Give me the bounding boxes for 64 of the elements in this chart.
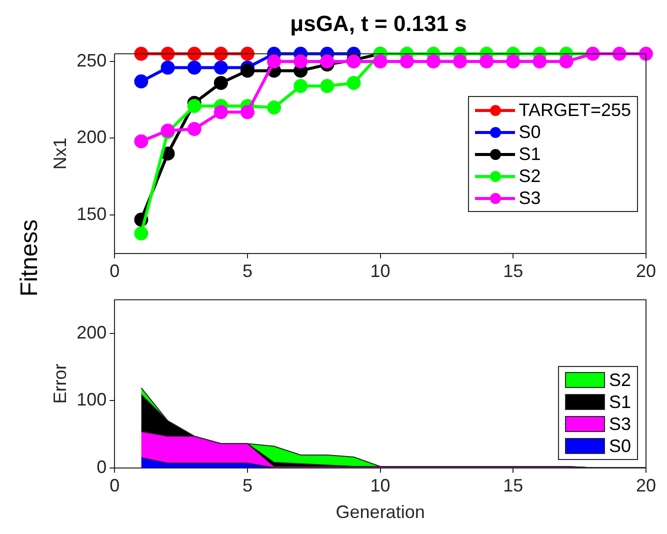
point (134, 134, 148, 148)
point (160, 46, 175, 61)
point (187, 99, 202, 114)
point (373, 54, 388, 68)
x-tick-label: 5 (242, 261, 252, 282)
legend-label: S0 (608, 434, 631, 457)
point (214, 105, 228, 120)
y-axis-title: Nx1 (50, 138, 70, 170)
x-tick-label: 0 (110, 261, 120, 282)
point (214, 76, 228, 90)
point (267, 54, 282, 68)
point (134, 226, 148, 240)
point (240, 46, 254, 61)
y-tick-label: 100 (76, 390, 107, 410)
legend-label: S2 (608, 368, 631, 391)
point (532, 54, 547, 68)
point (294, 79, 308, 94)
point (638, 46, 653, 61)
x-tick-label: 10 (370, 476, 390, 496)
point (480, 54, 494, 68)
x-tick-label: 15 (503, 476, 524, 496)
legend-label: TARGET=255 (518, 98, 631, 121)
chart-title: μsGA, t = 0.131 s (289, 10, 468, 38)
point (612, 46, 626, 61)
point (506, 54, 520, 68)
point (187, 122, 202, 136)
x-tick-label: 5 (242, 476, 252, 496)
x-tick-label: 0 (110, 476, 120, 496)
legend-label: S1 (608, 390, 631, 413)
point (187, 60, 202, 75)
legend-label: S1 (518, 142, 541, 165)
point (294, 54, 308, 68)
x-tick-label: 10 (370, 261, 390, 282)
point (400, 54, 414, 68)
y-axis-title: Error (50, 364, 70, 404)
point (426, 54, 440, 68)
y-tick-label: 200 (76, 127, 107, 148)
point (134, 46, 148, 61)
text: Fitness (16, 219, 44, 297)
y-tick-label: 250 (76, 50, 107, 70)
point (240, 64, 254, 78)
x-tick-label: 20 (636, 476, 656, 496)
point (214, 60, 228, 75)
point (267, 100, 282, 115)
legend-label: S2 (518, 164, 541, 187)
y-tick-label: 200 (76, 322, 107, 342)
point (320, 79, 334, 94)
point (134, 74, 148, 88)
point (187, 46, 202, 61)
point (453, 54, 468, 68)
point (214, 46, 228, 61)
y-tick-label: 0 (96, 456, 107, 477)
x-axis-title: Generation (336, 502, 425, 522)
point (240, 105, 254, 120)
x-tick-label: 20 (636, 261, 656, 282)
y-tick-label: 150 (76, 204, 107, 224)
legend-label: S0 (518, 120, 541, 143)
point (160, 60, 175, 75)
point (559, 54, 574, 68)
point (346, 76, 361, 90)
legend-label: S3 (518, 186, 541, 209)
point (320, 54, 334, 68)
x-tick-label: 15 (503, 261, 524, 282)
legend-label: S3 (608, 412, 631, 435)
